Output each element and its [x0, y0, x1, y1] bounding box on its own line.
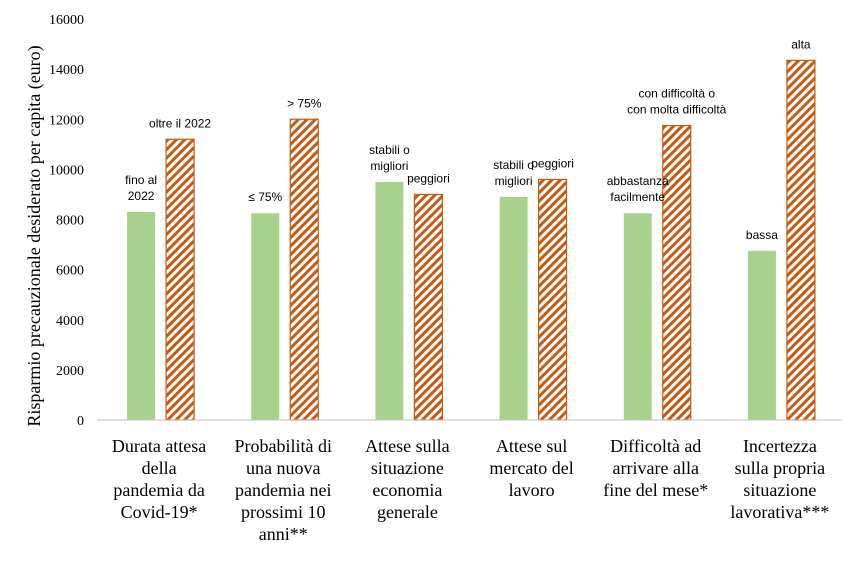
- y-tick-label: 16000: [49, 13, 84, 28]
- bar-first: [251, 213, 280, 420]
- y-tick-label: 10000: [49, 163, 84, 178]
- bar-label-second: con molta difficoltà: [627, 103, 726, 117]
- bar-label-first: fino al: [125, 173, 157, 187]
- bar-label-first: stabili o: [493, 158, 534, 172]
- category-label: fine del mese*: [603, 480, 708, 500]
- bar-label-second: alta: [791, 37, 811, 51]
- bar-label-first: bassa: [746, 228, 778, 242]
- y-tick-label: 0: [77, 414, 84, 429]
- bar-label-first: ≤ 75%: [248, 190, 282, 204]
- bar-first: [499, 196, 528, 420]
- bar-label-first: migliori: [495, 174, 533, 188]
- bar-first: [127, 211, 156, 420]
- bar-second: [165, 138, 195, 421]
- category-label: prossimi 10: [241, 502, 326, 522]
- bar-label-first: stabili o: [369, 143, 410, 157]
- bar-first: [375, 181, 404, 420]
- category-label: lavoro: [509, 480, 555, 500]
- category-label: Durata attesa: [112, 436, 206, 456]
- category-label: sulla propria: [735, 458, 825, 478]
- y-tick-label: 12000: [49, 113, 84, 128]
- category-label: Incertezza: [743, 436, 817, 456]
- bar-second: [662, 124, 692, 421]
- bar-second: [537, 178, 568, 421]
- category-label: anni**: [259, 524, 308, 544]
- bar-second: [289, 118, 319, 421]
- bar-label-second: oltre il 2022: [149, 116, 211, 130]
- category-label: Attese sul: [496, 436, 568, 456]
- category-label: pandemia nei: [235, 480, 331, 500]
- y-tick-label: 4000: [56, 314, 84, 329]
- category-label: Probabilità di: [235, 436, 333, 456]
- y-tick-label: 14000: [49, 63, 84, 78]
- y-tick-label: 8000: [56, 214, 84, 229]
- bar-second: [786, 59, 816, 421]
- category-label: Attese sulla: [365, 436, 449, 456]
- bar-label-second: con difficoltà o: [639, 87, 716, 101]
- category-label: della: [142, 458, 177, 478]
- y-tick-label: 6000: [56, 264, 84, 279]
- y-tick-label: 2000: [56, 364, 84, 379]
- category-label: situazione: [743, 480, 816, 500]
- category-label: Covid-19*: [121, 502, 198, 522]
- category-label: lavorativa***: [730, 502, 829, 522]
- category-label: pandemia da: [113, 480, 204, 500]
- bar-first: [623, 213, 652, 420]
- bar-second: [413, 193, 444, 421]
- bar-label-first: 2022: [128, 189, 155, 203]
- category-label: una nuova: [246, 458, 320, 478]
- y-axis-label: Risparmio precauzionale desiderato per c…: [24, 45, 45, 426]
- bar-label-first: facilmente: [610, 190, 665, 204]
- category-label: generale: [377, 502, 438, 522]
- bar-label-second: > 75%: [287, 96, 322, 110]
- bar-label-second: peggiori: [531, 156, 574, 170]
- category-label: economia: [372, 480, 442, 500]
- category-label: Difficoltà ad: [610, 436, 701, 456]
- bar-first: [747, 250, 776, 420]
- bar-label-first: abbastanza: [607, 174, 669, 188]
- bar-label-second: peggiori: [407, 171, 450, 185]
- category-label: mercato del: [489, 458, 573, 478]
- category-label: arrivare alla: [613, 458, 699, 478]
- category-label: situazione: [371, 458, 444, 478]
- bar-label-first: migliori: [370, 159, 408, 173]
